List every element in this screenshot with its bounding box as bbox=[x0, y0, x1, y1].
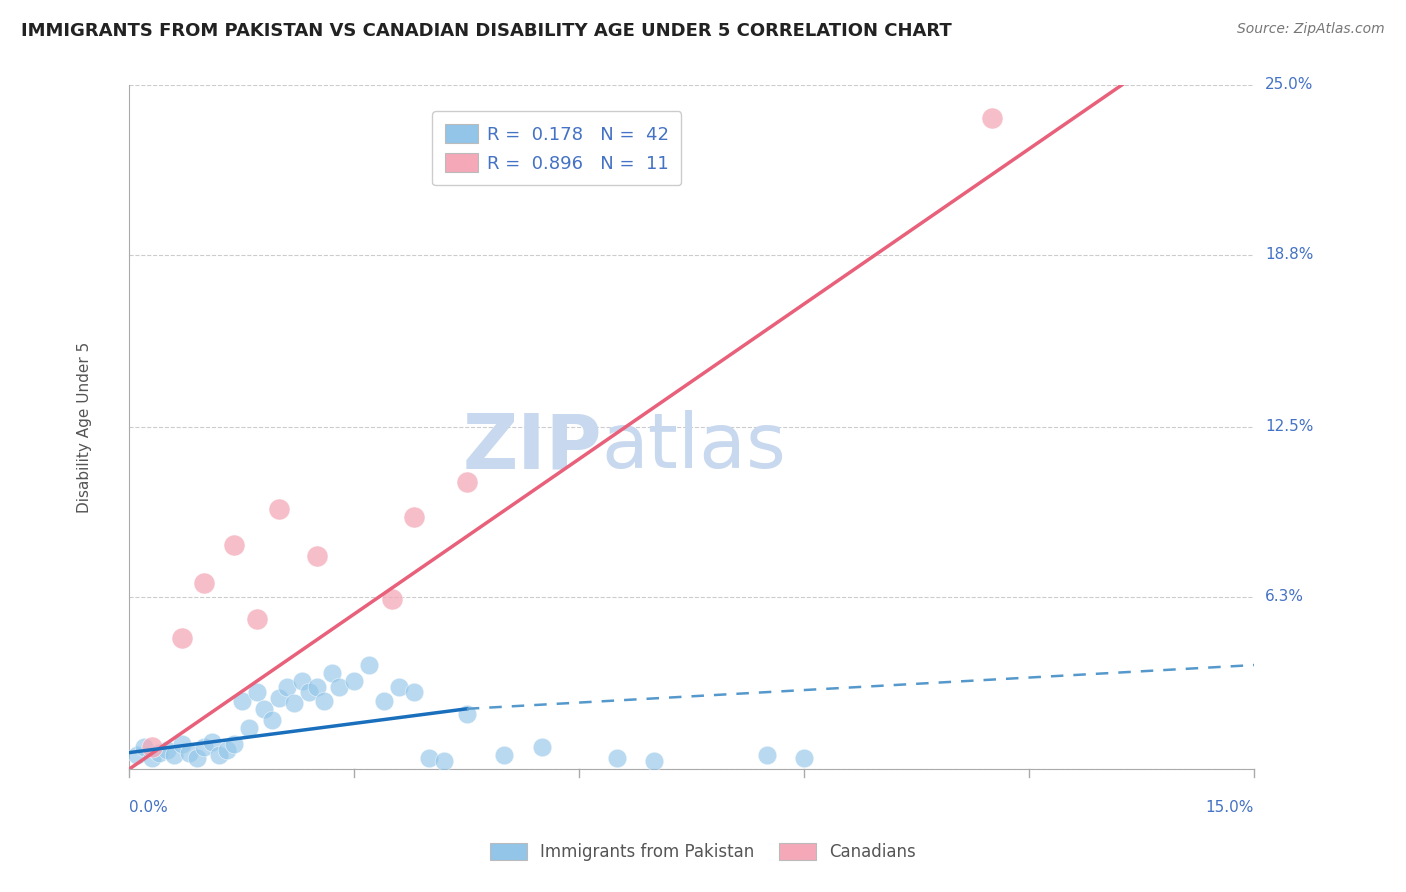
Point bbox=[343, 674, 366, 689]
Point bbox=[418, 751, 440, 765]
Text: 0.0%: 0.0% bbox=[129, 799, 169, 814]
Point bbox=[193, 740, 215, 755]
Point bbox=[179, 746, 201, 760]
Point bbox=[433, 754, 456, 768]
Point bbox=[404, 685, 426, 699]
Point bbox=[224, 538, 246, 552]
Point bbox=[193, 576, 215, 591]
Point bbox=[170, 631, 193, 645]
Point bbox=[456, 707, 478, 722]
Point bbox=[494, 748, 516, 763]
Point bbox=[755, 748, 778, 763]
Text: 25.0%: 25.0% bbox=[1265, 78, 1313, 93]
Point bbox=[215, 743, 238, 757]
Text: atlas: atlas bbox=[602, 410, 787, 484]
Point bbox=[170, 738, 193, 752]
Point bbox=[201, 734, 224, 748]
Text: 6.3%: 6.3% bbox=[1265, 589, 1305, 604]
Point bbox=[606, 751, 628, 765]
Point bbox=[125, 748, 148, 763]
Point bbox=[276, 680, 298, 694]
Point bbox=[238, 721, 260, 735]
Point bbox=[373, 693, 395, 707]
Point bbox=[269, 502, 291, 516]
Point bbox=[388, 680, 411, 694]
Point bbox=[314, 693, 336, 707]
Point bbox=[793, 751, 815, 765]
Point bbox=[253, 702, 276, 716]
Point bbox=[381, 592, 404, 607]
Text: 12.5%: 12.5% bbox=[1265, 419, 1313, 434]
Text: 18.8%: 18.8% bbox=[1265, 247, 1313, 262]
Point bbox=[328, 680, 350, 694]
Point bbox=[260, 713, 283, 727]
Point bbox=[980, 111, 1002, 125]
Point bbox=[231, 693, 253, 707]
Point bbox=[163, 748, 186, 763]
Point bbox=[156, 743, 179, 757]
Point bbox=[208, 748, 231, 763]
Point bbox=[404, 510, 426, 524]
Point bbox=[298, 685, 321, 699]
Text: Source: ZipAtlas.com: Source: ZipAtlas.com bbox=[1237, 22, 1385, 37]
Point bbox=[141, 751, 163, 765]
Point bbox=[283, 696, 305, 710]
Point bbox=[141, 740, 163, 755]
Point bbox=[456, 475, 478, 489]
Point bbox=[246, 611, 269, 625]
Point bbox=[305, 549, 328, 563]
Legend: Immigrants from Pakistan, Canadians: Immigrants from Pakistan, Canadians bbox=[484, 836, 922, 868]
Point bbox=[224, 738, 246, 752]
Point bbox=[530, 740, 553, 755]
Text: ZIP: ZIP bbox=[463, 410, 602, 484]
Point bbox=[359, 658, 381, 673]
Text: IMMIGRANTS FROM PAKISTAN VS CANADIAN DISABILITY AGE UNDER 5 CORRELATION CHART: IMMIGRANTS FROM PAKISTAN VS CANADIAN DIS… bbox=[21, 22, 952, 40]
Point bbox=[643, 754, 665, 768]
Point bbox=[186, 751, 208, 765]
Point bbox=[269, 690, 291, 705]
Text: Disability Age Under 5: Disability Age Under 5 bbox=[77, 342, 91, 513]
Text: 15.0%: 15.0% bbox=[1206, 799, 1254, 814]
Point bbox=[305, 680, 328, 694]
Legend: R =  0.178   N =  42, R =  0.896   N =  11: R = 0.178 N = 42, R = 0.896 N = 11 bbox=[433, 112, 681, 186]
Point bbox=[291, 674, 314, 689]
Point bbox=[134, 740, 156, 755]
Point bbox=[321, 666, 343, 681]
Point bbox=[148, 746, 170, 760]
Point bbox=[246, 685, 269, 699]
